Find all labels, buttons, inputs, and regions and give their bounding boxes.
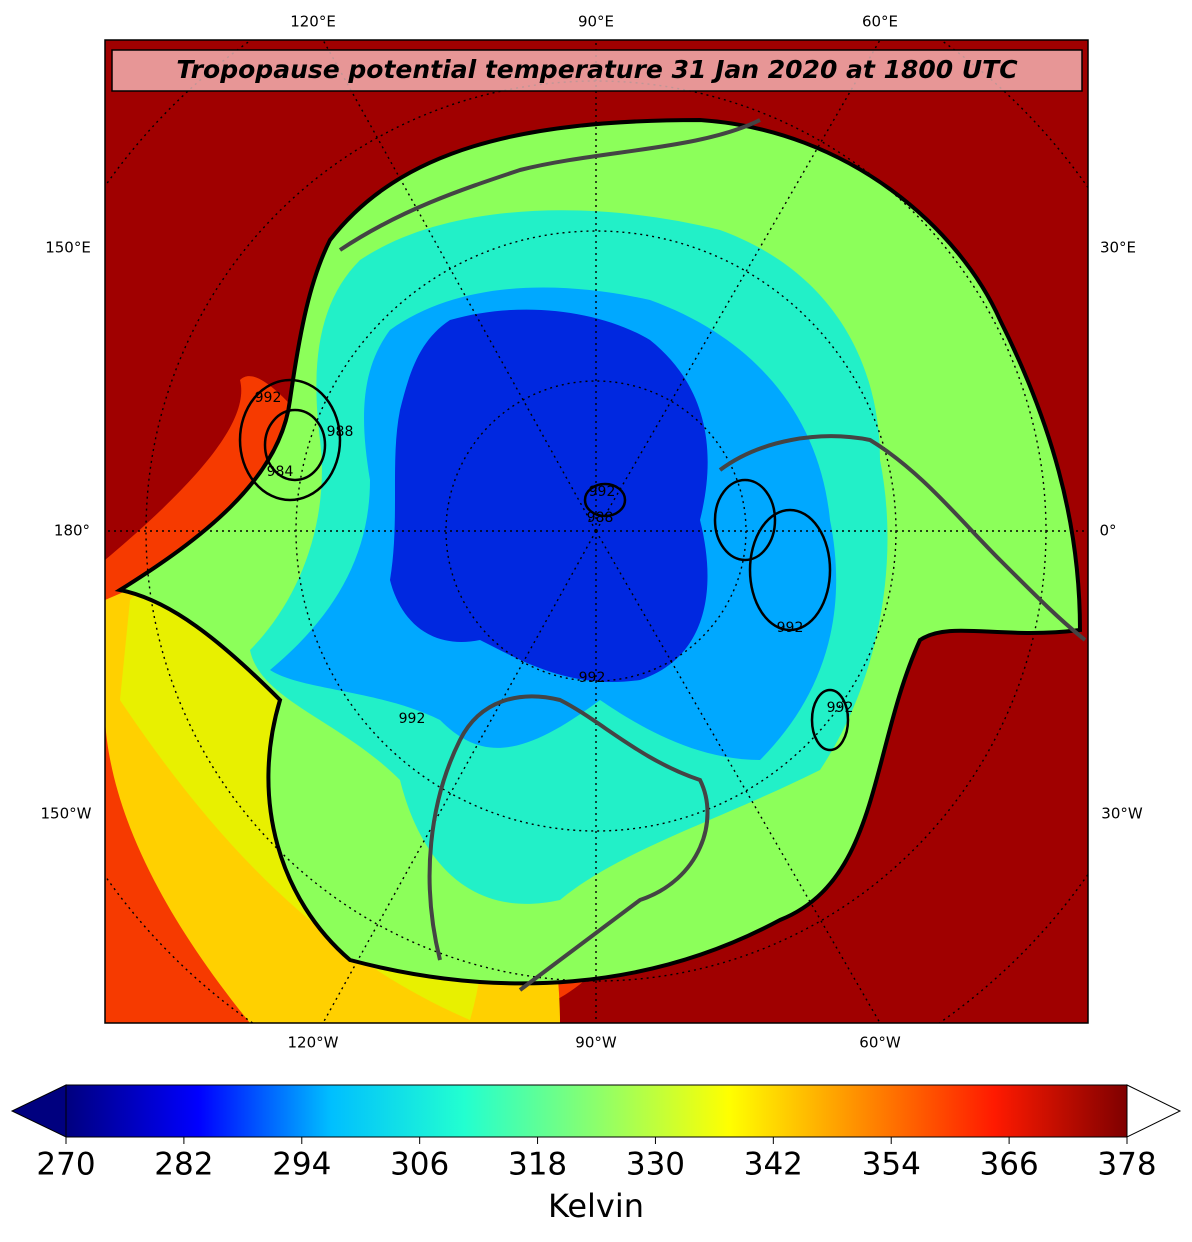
- colorbar-tick-label: 366: [980, 1147, 1039, 1183]
- title-box: [111, 49, 1083, 92]
- contour-label: 992: [399, 711, 426, 727]
- longitude-label: 150°W: [41, 805, 92, 823]
- contour-label: 992: [827, 700, 854, 716]
- colorbar-tick-label: 354: [862, 1147, 921, 1183]
- colorbar-tick-label: 306: [390, 1147, 449, 1183]
- colorbar: [66, 1085, 1127, 1137]
- colorbar-frame: [65, 1084, 1128, 1138]
- colorbar-tick-label: 378: [1097, 1147, 1156, 1183]
- colorbar-label: Kelvin: [548, 1187, 644, 1225]
- longitude-label: 120°W: [288, 1034, 339, 1052]
- longitude-label: 60°E: [862, 13, 898, 31]
- longitude-label: 0°: [1099, 522, 1116, 540]
- graticule: [105, 40, 1088, 1023]
- colorbar-tick-label: 270: [36, 1147, 95, 1183]
- map: 992 984 988 992 988 992 992 992 992: [105, 40, 1088, 1023]
- contour-label: 992: [777, 620, 804, 636]
- map-frame: [104, 39, 1089, 1024]
- longitude-label: 120°E: [290, 13, 336, 31]
- longitude-label: 150°E: [45, 239, 91, 257]
- contour-label: 988: [327, 424, 354, 440]
- longitude-label: 30°E: [1100, 239, 1136, 257]
- colorbar-tick-label: 282: [154, 1147, 213, 1183]
- pressure-contours: [238, 378, 850, 752]
- coastlines: [338, 118, 1087, 992]
- longitude-label: 90°W: [575, 1034, 617, 1052]
- contour-label: 984: [267, 464, 294, 480]
- colorbar-tick-label: 294: [272, 1147, 331, 1183]
- longitude-label: 90°E: [578, 13, 614, 31]
- contour-label: 992: [255, 390, 282, 406]
- contour-label: 992: [589, 484, 616, 500]
- colorbar-extend-over: [1126, 1084, 1182, 1138]
- longitude-label: 30°W: [1101, 805, 1143, 823]
- contour-label: 992: [579, 670, 606, 686]
- colorbar-tick-label: 330: [626, 1147, 685, 1183]
- title: Tropopause potential temperature 31 Jan …: [176, 55, 1018, 84]
- colorbar-tick-label: 342: [744, 1147, 803, 1183]
- cold-region: [390, 309, 708, 682]
- colorbar-tick-label: 318: [508, 1147, 567, 1183]
- longitude-label: 180°: [54, 522, 90, 540]
- colorbar-extend-under: [10, 1084, 67, 1138]
- longitude-label: 60°W: [859, 1034, 901, 1052]
- contour-label: 988: [587, 510, 614, 526]
